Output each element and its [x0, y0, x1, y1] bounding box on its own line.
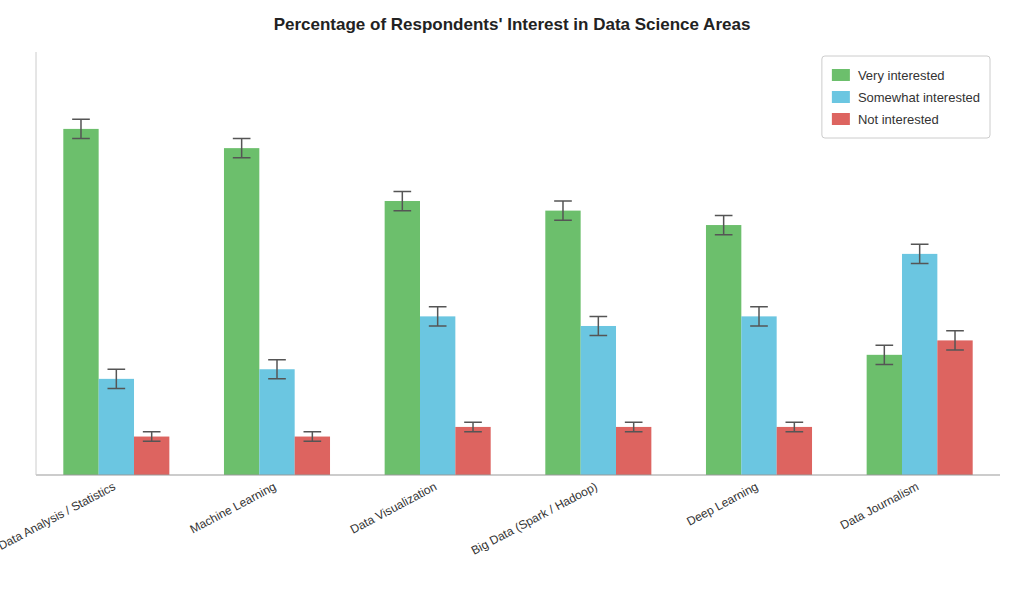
plot-marks: [63, 119, 972, 475]
error-bar: [589, 316, 607, 335]
error-bar: [625, 422, 643, 432]
chart-container: Percentage of Respondents' Interest in D…: [0, 0, 1024, 593]
bar: [259, 369, 294, 475]
x-axis-line: [36, 475, 1000, 476]
error-bar: [107, 369, 125, 388]
error-bar: [911, 244, 929, 263]
bar: [937, 340, 972, 475]
legend-swatch: [832, 113, 850, 125]
error-bars: [107, 244, 928, 388]
x-tick-labels: Data Analysis / Statistics Machine Learni…: [0, 479, 921, 557]
error-bar: [233, 139, 251, 158]
error-bar: [143, 432, 161, 442]
bar: [867, 355, 902, 475]
legend-label: Not interested: [858, 112, 939, 127]
error-bar: [715, 215, 733, 234]
bar: [420, 316, 455, 475]
error-bar: [304, 432, 322, 442]
error-bar: [268, 360, 286, 379]
legend-frame: [822, 56, 990, 138]
error-bar: [786, 422, 804, 432]
x-tick-label: Data Journalism: [838, 479, 921, 532]
x-tick-label: Deep Learning: [684, 479, 760, 528]
chart-svg: Percentage of Respondents' Interest in D…: [0, 0, 1024, 593]
error-bar: [72, 119, 90, 138]
bar: [99, 379, 134, 475]
error-bar: [946, 331, 964, 350]
bar: [63, 129, 98, 475]
bar: [385, 201, 420, 475]
bar-series: [99, 254, 938, 475]
x-tick-label: Data Analysis / Statistics: [0, 479, 118, 553]
error-bar: [875, 345, 893, 364]
legend-label: Very interested: [858, 68, 945, 83]
bar: [741, 316, 776, 475]
error-bar: [750, 307, 768, 326]
x-tick-label: Data Visualization: [348, 479, 439, 536]
chart-title: Percentage of Respondents' Interest in D…: [274, 15, 751, 34]
x-tick-label: Machine Learning: [188, 479, 279, 536]
bar: [902, 254, 937, 475]
bar-series: [134, 340, 973, 475]
bar: [616, 427, 651, 475]
y-axis-line: [36, 52, 37, 475]
error-bar: [554, 201, 572, 220]
legend-label: Somewhat interested: [858, 90, 980, 105]
legend-swatch: [832, 69, 850, 81]
bar-series: [63, 129, 902, 475]
bar: [134, 437, 169, 475]
bar: [581, 326, 616, 475]
legend: Very interested Somewhat interested Not in…: [822, 56, 990, 138]
error-bar: [429, 307, 447, 326]
bar: [706, 225, 741, 475]
bar: [295, 437, 330, 475]
bar: [777, 427, 812, 475]
error-bars: [143, 331, 964, 442]
bar: [455, 427, 490, 475]
legend-swatch: [832, 91, 850, 103]
error-bar: [393, 191, 411, 210]
x-tick-label: Big Data (Spark / Hadoop): [469, 479, 600, 557]
bar: [224, 148, 259, 475]
error-bars: [72, 119, 893, 364]
error-bar: [464, 422, 482, 432]
bar: [545, 211, 580, 475]
